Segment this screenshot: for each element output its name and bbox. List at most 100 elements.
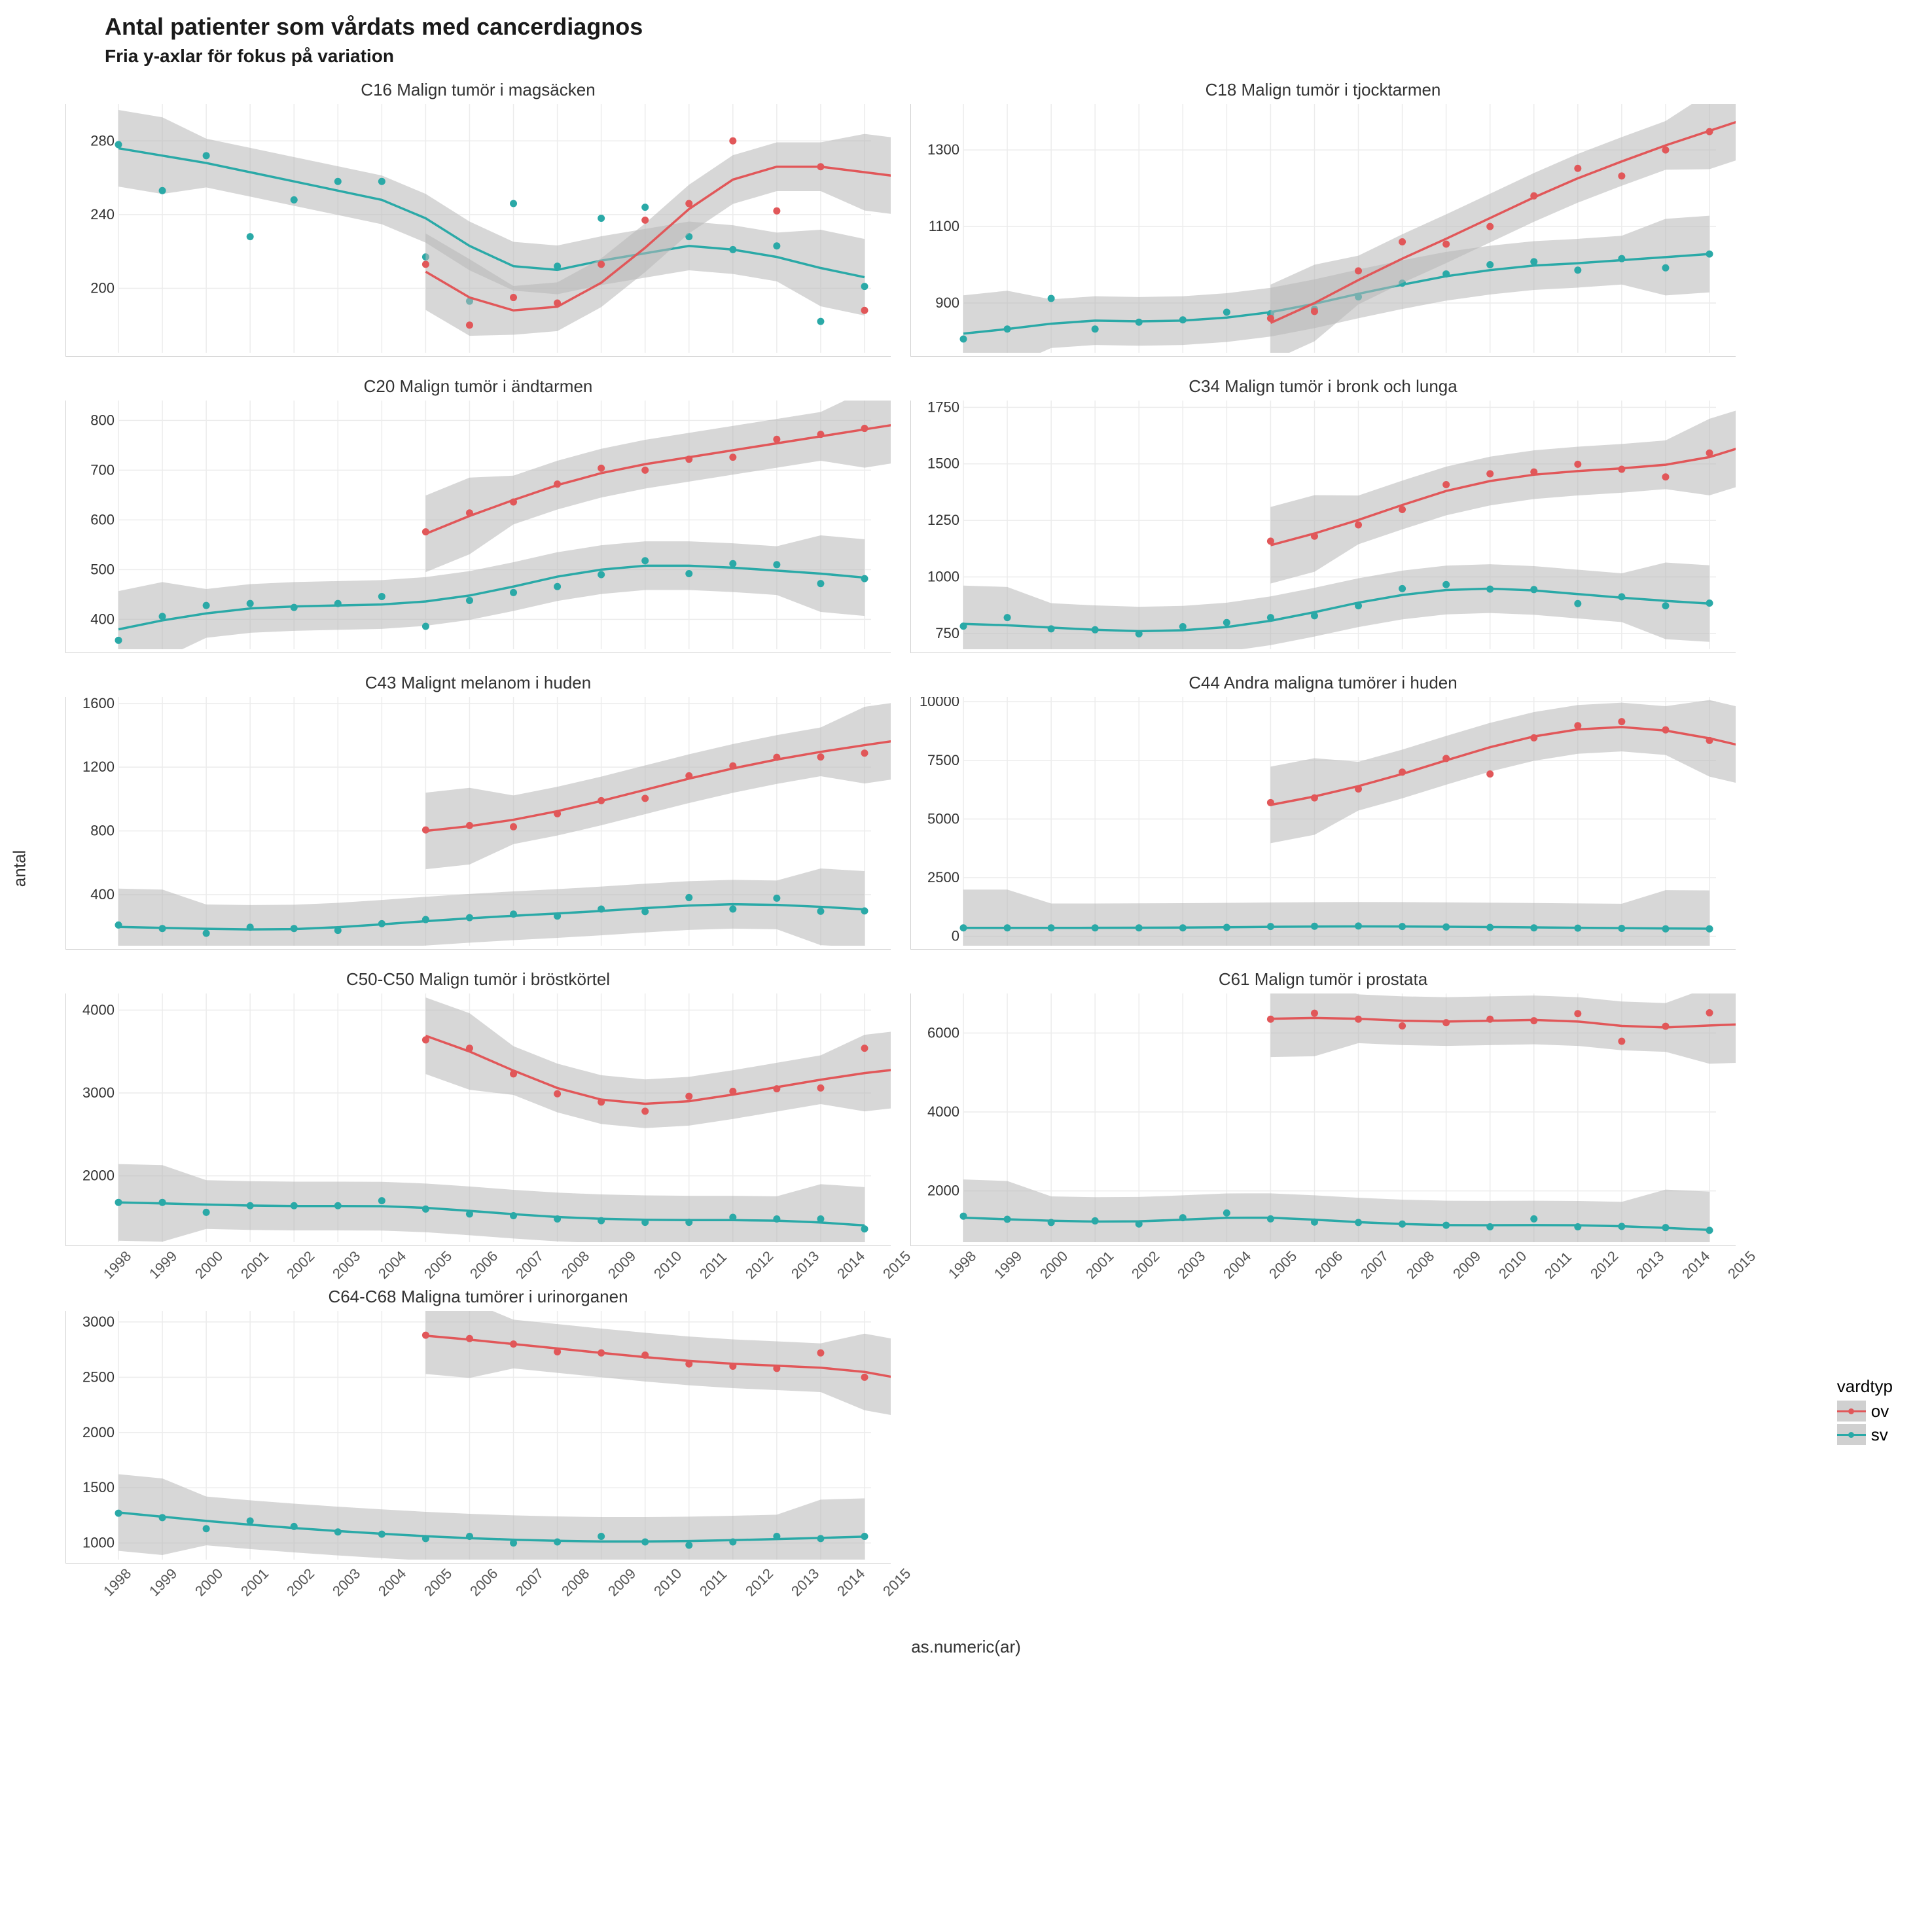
svg-text:2500: 2500 (82, 1368, 115, 1385)
svg-text:1600: 1600 (82, 697, 115, 711)
x-tick: 1999 (991, 1261, 1012, 1283)
x-tick: 2014 (834, 1261, 855, 1283)
x-tick: 1999 (146, 1579, 168, 1600)
x-tick: 2014 (1679, 1261, 1700, 1283)
x-tick: 2011 (696, 1261, 718, 1283)
plot-area-2: 400500600700800 (65, 401, 891, 653)
x-tick: 2010 (1495, 1261, 1517, 1283)
panel-7: C61 Malign tumör i prostata 200040006000… (910, 969, 1736, 1267)
svg-text:800: 800 (90, 823, 115, 839)
svg-text:1300: 1300 (927, 141, 959, 158)
x-tick: 2015 (880, 1579, 901, 1600)
svg-text:1250: 1250 (927, 512, 959, 528)
x-tick: 2000 (192, 1579, 213, 1600)
facet-grid: C16 Malign tumör i magsäcken 200 240 280 C… (65, 80, 1736, 1584)
x-tick: 2002 (283, 1261, 305, 1283)
panel-3: C34 Malign tumör i bronk och lunga 75010… (910, 376, 1736, 653)
svg-text:280: 280 (90, 132, 115, 149)
x-tick: 2013 (788, 1261, 810, 1283)
svg-text:200: 200 (90, 279, 115, 296)
plot-svg: 400500600700800 (66, 401, 891, 649)
x-tick: 1998 (945, 1261, 967, 1283)
plot-area-5: 025005000750010000 (910, 697, 1736, 950)
x-tick: 2009 (605, 1261, 626, 1283)
x-tick: 2004 (375, 1261, 397, 1283)
svg-text:800: 800 (90, 412, 115, 428)
svg-text:0: 0 (952, 928, 959, 944)
panel-title-4: C43 Malignt melanom i huden (65, 673, 891, 693)
panel-5: C44 Andra maligna tumörer i huden 025005… (910, 673, 1736, 950)
svg-text:1100: 1100 (929, 218, 959, 234)
plot-svg: 2000 3000 4000 (66, 993, 891, 1242)
legend: vardtyp ov sv (1837, 1376, 1893, 1448)
svg-text:400: 400 (90, 611, 115, 627)
x-tick: 2006 (467, 1579, 488, 1600)
svg-text:1500: 1500 (82, 1479, 115, 1495)
legend-label-sv: sv (1871, 1425, 1888, 1445)
svg-text:10000: 10000 (920, 697, 959, 709)
x-tick: 1999 (146, 1261, 168, 1283)
x-tick: 2004 (1220, 1261, 1242, 1283)
plot-svg: 10001500200025003000 (66, 1311, 891, 1560)
panel-title-8: C64-C68 Maligna tumörer i urinorganen (65, 1287, 891, 1307)
plot-svg: 200040006000 (911, 993, 1736, 1242)
x-tick: 2012 (742, 1579, 764, 1600)
panel-0: C16 Malign tumör i magsäcken 200 240 280 (65, 80, 891, 357)
x-tick: 2009 (1450, 1261, 1471, 1283)
legend-swatch-sv (1837, 1424, 1866, 1445)
x-tick: 2001 (238, 1579, 259, 1600)
svg-text:1000: 1000 (82, 1535, 115, 1551)
svg-text:3000: 3000 (82, 1084, 115, 1101)
panel-title-5: C44 Andra maligna tumörer i huden (910, 673, 1736, 693)
svg-text:7500: 7500 (927, 752, 959, 768)
panel-2: C20 Malign tumör i ändtarmen 40050060070… (65, 376, 891, 653)
svg-text:900: 900 (935, 295, 959, 311)
legend-swatch-ov (1837, 1401, 1866, 1422)
x-tick: 1998 (100, 1261, 122, 1283)
x-tick: 2012 (1587, 1261, 1609, 1283)
chart-title: Antal patienter som vårdats med cancerdi… (105, 13, 1919, 41)
panel-6: C50-C50 Malign tumör i bröstkörtel 2000 3… (65, 969, 891, 1267)
plot-svg: 900 1100 1300 (911, 104, 1736, 353)
svg-text:4000: 4000 (82, 1001, 115, 1018)
x-tick: 2005 (421, 1579, 442, 1600)
x-tick: 2015 (880, 1261, 901, 1283)
plot-svg: 40080012001600 (66, 697, 891, 946)
panel-title-0: C16 Malign tumör i magsäcken (65, 80, 891, 100)
x-tick: 2002 (1128, 1261, 1150, 1283)
x-tick: 2010 (651, 1261, 672, 1283)
x-tick: 2000 (1037, 1261, 1058, 1283)
x-tick: 2008 (558, 1261, 580, 1283)
svg-text:4000: 4000 (927, 1103, 959, 1120)
chart-subtitle: Fria y-axlar för fokus på variation (105, 46, 1919, 67)
panel-4: C43 Malignt melanom i huden 400800120016… (65, 673, 891, 950)
svg-text:6000: 6000 (927, 1024, 959, 1041)
x-tick: 2008 (1403, 1261, 1425, 1283)
x-axis-label: as.numeric(ar) (13, 1637, 1919, 1657)
x-tick: 2001 (238, 1261, 259, 1283)
x-tick: 2005 (1266, 1261, 1287, 1283)
svg-text:750: 750 (935, 625, 959, 641)
x-tick: 1998 (100, 1579, 122, 1600)
y-axis-label: antal (10, 850, 30, 887)
panel-1: C18 Malign tumör i tjocktarmen 900 1100 13… (910, 80, 1736, 357)
svg-text:5000: 5000 (927, 810, 959, 827)
svg-text:1200: 1200 (82, 759, 115, 775)
plot-area-7: 200040006000 (910, 993, 1736, 1246)
svg-text:500: 500 (90, 561, 115, 577)
svg-text:1500: 1500 (927, 456, 959, 472)
plot-svg: 7501000125015001750 (911, 401, 1736, 649)
svg-text:240: 240 (90, 206, 115, 223)
legend-item-ov: ov (1837, 1401, 1893, 1422)
x-tick: 2002 (283, 1579, 305, 1600)
panel-title-6: C50-C50 Malign tumör i bröstkörtel (65, 969, 891, 990)
x-tick: 2008 (558, 1579, 580, 1600)
panel-title-3: C34 Malign tumör i bronk och lunga (910, 376, 1736, 397)
panel-title-1: C18 Malign tumör i tjocktarmen (910, 80, 1736, 100)
svg-text:2000: 2000 (82, 1168, 115, 1184)
svg-text:600: 600 (90, 511, 115, 528)
x-tick: 2004 (375, 1579, 397, 1600)
x-tick: 2013 (1633, 1261, 1655, 1283)
x-tick: 2014 (834, 1579, 855, 1600)
x-tick: 2003 (329, 1261, 351, 1283)
